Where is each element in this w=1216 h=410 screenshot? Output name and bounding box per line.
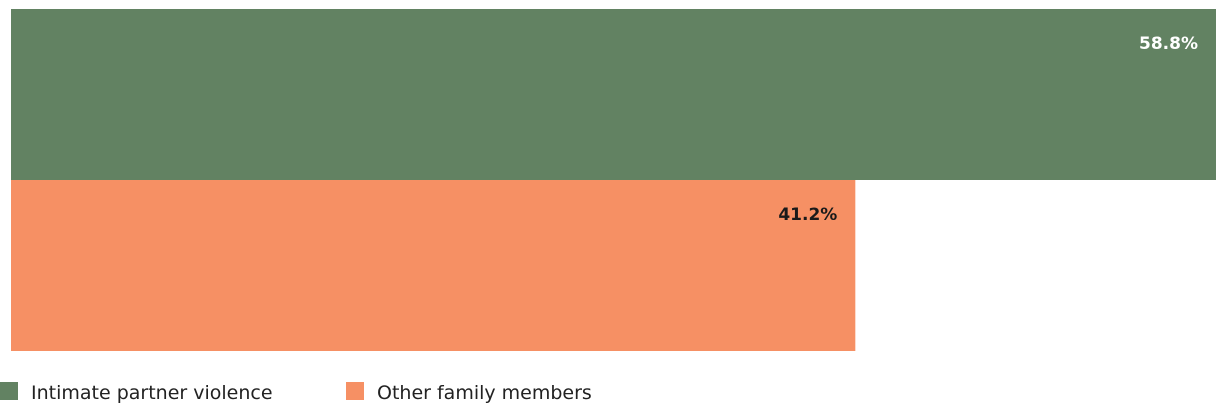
legend: Intimate partner violence Other family me… — [0, 382, 592, 404]
legend-swatch-2 — [346, 382, 364, 400]
bar-1 — [11, 9, 1216, 180]
bars-group: 58.8% 41.2% — [11, 9, 1216, 351]
bar-value-label-2: 41.2% — [778, 205, 837, 225]
legend-swatch-1 — [0, 382, 18, 400]
bar-2 — [11, 180, 856, 351]
bar-value-label-1: 58.8% — [1139, 34, 1198, 54]
legend-label-1: Intimate partner violence — [31, 382, 273, 404]
legend-label-2: Other family members — [377, 382, 592, 404]
